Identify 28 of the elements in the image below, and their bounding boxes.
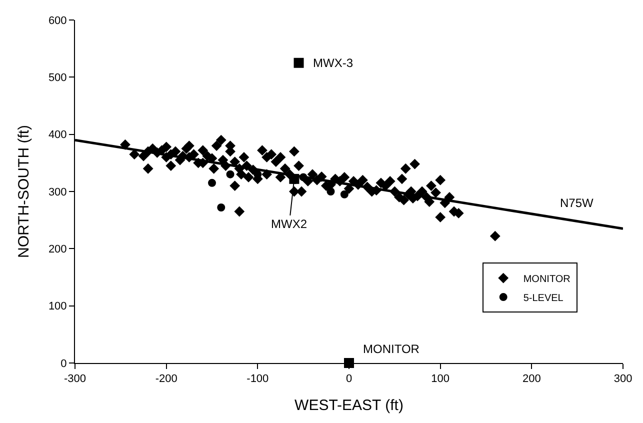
point xyxy=(340,190,348,198)
point xyxy=(294,58,304,68)
x-tick-label: 0 xyxy=(346,373,352,386)
point xyxy=(217,204,226,212)
point xyxy=(226,170,234,178)
x-tick-label: -100 xyxy=(246,373,269,386)
y-tick-label: 400 xyxy=(48,129,67,142)
annotation: MONITOR xyxy=(363,342,420,356)
y-axis-title: NORTH-SOUTH (ft) xyxy=(16,124,33,258)
y-tick-label: 200 xyxy=(48,244,67,256)
y-tick-label: 0 xyxy=(60,358,67,370)
x-tick-label: -300 xyxy=(64,373,86,386)
y-tick-label: 100 xyxy=(48,300,67,313)
x-tick-label: 200 xyxy=(522,373,541,386)
x-tick-label: -200 xyxy=(155,373,178,386)
point xyxy=(208,178,216,187)
annotation: N75W xyxy=(560,196,594,210)
y-tick-label: 500 xyxy=(48,72,67,84)
legend-label: MONITOR xyxy=(523,274,570,285)
x-axis-title: WEST-EAST (ft) xyxy=(294,397,404,414)
x-tick-label: 300 xyxy=(614,373,632,386)
y-tick-label: 300 xyxy=(48,186,67,198)
y-tick-label: 600 xyxy=(48,14,67,27)
annotation: MWX-3 xyxy=(313,56,354,70)
legend-label: 5-LEVEL xyxy=(523,292,564,304)
x-tick-label: 100 xyxy=(431,373,450,386)
annotation: MWX2 xyxy=(271,217,308,231)
point xyxy=(326,188,335,196)
